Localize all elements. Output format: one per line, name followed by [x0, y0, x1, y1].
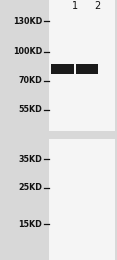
Text: 35KD: 35KD	[18, 155, 42, 164]
Bar	[49, 139, 115, 260]
Text: 55KD: 55KD	[18, 105, 42, 114]
Text: 25KD: 25KD	[18, 183, 42, 192]
Text: 2: 2	[95, 1, 101, 11]
Bar	[76, 64, 98, 74]
Text: 100KD: 100KD	[13, 48, 42, 56]
Bar	[51, 64, 74, 74]
Text: 15KD: 15KD	[18, 220, 42, 229]
Text: 130KD: 130KD	[13, 17, 42, 26]
Bar	[49, 0, 115, 131]
Text: 1: 1	[72, 1, 79, 11]
Text: 70KD: 70KD	[18, 76, 42, 85]
